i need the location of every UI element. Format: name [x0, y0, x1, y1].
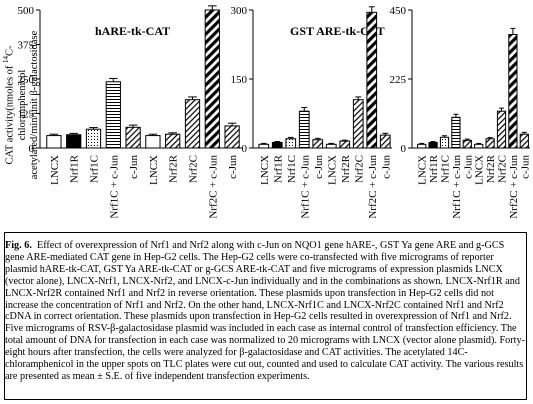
- category-label: c-Jun: [380, 155, 392, 179]
- y-tick-label: 225: [390, 74, 407, 86]
- bar-9: [508, 34, 518, 149]
- figure-caption: Fig. 6. Effect of overexpression of Nrf1…: [5, 240, 525, 383]
- bar-1: [258, 143, 270, 149]
- category-label: Nrf1C: [440, 155, 452, 183]
- category-label: Nrf2C + c-Jun: [508, 155, 520, 219]
- category-label: LNCX: [148, 155, 160, 185]
- y-tick-label: 0: [401, 143, 407, 155]
- y-tick-label: 250: [18, 74, 35, 86]
- y-tick-label: 375: [18, 40, 35, 52]
- category-label: Nrf2R: [168, 154, 180, 183]
- bar-5: [312, 139, 324, 149]
- bar-8: [496, 110, 507, 149]
- category-label: Nrf1C: [286, 155, 298, 183]
- category-label: Nrf2R: [340, 154, 352, 183]
- category-label: Nrf2C + c-Jun: [367, 155, 379, 219]
- category-label: Nrf1C + c-Jun: [108, 155, 120, 219]
- bar-10: [224, 125, 240, 149]
- bar-8: [184, 99, 201, 149]
- y-tick-label: 0: [29, 143, 35, 155]
- bar-2: [66, 134, 82, 149]
- category-label: Nrf1C: [89, 155, 101, 183]
- category-label: Nrf1C + c-Jun: [299, 155, 311, 219]
- bar-1: [46, 135, 62, 149]
- bar-7: [165, 133, 181, 149]
- category-label: c-Jun: [313, 155, 325, 179]
- category-label: Nrf1R: [272, 154, 284, 183]
- bar-9: [204, 9, 220, 149]
- bar-7: [339, 140, 351, 149]
- caption-text: Effect of overexpression of Nrf1 and Nrf…: [5, 240, 525, 382]
- bar-3: [439, 136, 450, 149]
- category-label: LNCX: [474, 155, 486, 185]
- category-label: LNCX: [259, 155, 271, 185]
- y-tick-label: 450: [390, 5, 407, 17]
- bar-5: [125, 126, 141, 149]
- y-tick-label: 0: [242, 143, 248, 155]
- chart-title: GST ARE-tk-CAT: [290, 24, 385, 38]
- y-axis-label-superscript: 14: [2, 55, 10, 63]
- category-label: LNCX: [417, 155, 429, 185]
- bar-4: [298, 110, 310, 149]
- chart-title: hARE-tk-CAT: [95, 24, 170, 38]
- category-label: LNCX: [49, 155, 61, 185]
- bar-5: [462, 139, 472, 149]
- y-axis-label-line2: acetylated/min/unit: [28, 95, 40, 180]
- bar-7: [485, 138, 495, 149]
- figure: 500 375 250 125 0 hARE-tk-CAT LNCX Nrf1R Nrf1C Nr…: [0, 5, 532, 219]
- bar-9: [366, 11, 378, 149]
- category-label: c-Jun: [462, 155, 474, 179]
- bar-2: [271, 141, 283, 149]
- y-axis-label-line1: CAT activity(nmoles of: [4, 62, 16, 165]
- y-axis-label-line2-end: -galactosidase: [28, 30, 40, 91]
- bar-6: [325, 143, 337, 149]
- bar-3: [285, 138, 297, 149]
- category-label: Nrf1R: [428, 154, 440, 183]
- bar-6: [474, 143, 484, 149]
- bar-4: [451, 116, 461, 149]
- bar-8: [352, 99, 364, 149]
- category-label: c-Jun: [519, 155, 531, 179]
- y-tick-label: 150: [231, 74, 248, 86]
- figure-label: Fig. 6.: [5, 240, 32, 251]
- y-tick-label: 500: [18, 5, 35, 17]
- bar-2: [428, 141, 438, 149]
- category-label: c-Jun: [128, 155, 140, 179]
- beta-symbol: β: [28, 90, 40, 96]
- category-label: Nrf2C + c-Jun: [207, 155, 219, 219]
- category-label: Nrf2R: [485, 154, 497, 183]
- bar-6: [145, 135, 161, 149]
- bar-1: [417, 143, 427, 149]
- chart-panel-1: 500 375 250 125 0 hARE-tk-CAT LNCX Nrf1R Nrf1C Nr…: [18, 5, 242, 219]
- category-label: Nrf1R: [69, 154, 81, 183]
- bar-10: [519, 133, 529, 149]
- category-label: Nrf1C + c-Jun: [451, 155, 463, 219]
- bar-3: [85, 128, 102, 149]
- y-tick-label: 300: [231, 5, 248, 17]
- category-label: Nrf2C: [497, 155, 509, 183]
- bar-4: [105, 81, 121, 149]
- category-label: c-Jun: [227, 155, 239, 179]
- category-label: LNCX: [326, 155, 338, 185]
- y-axis-label: CAT activity(nmoles of 14C-chloramphenic…: [0, 30, 40, 180]
- y-tick-label: 125: [18, 109, 35, 121]
- bar-10: [379, 134, 391, 149]
- category-label: Nrf2C: [188, 155, 200, 183]
- caption-box: [4, 232, 527, 400]
- category-label: Nrf2C: [353, 155, 365, 183]
